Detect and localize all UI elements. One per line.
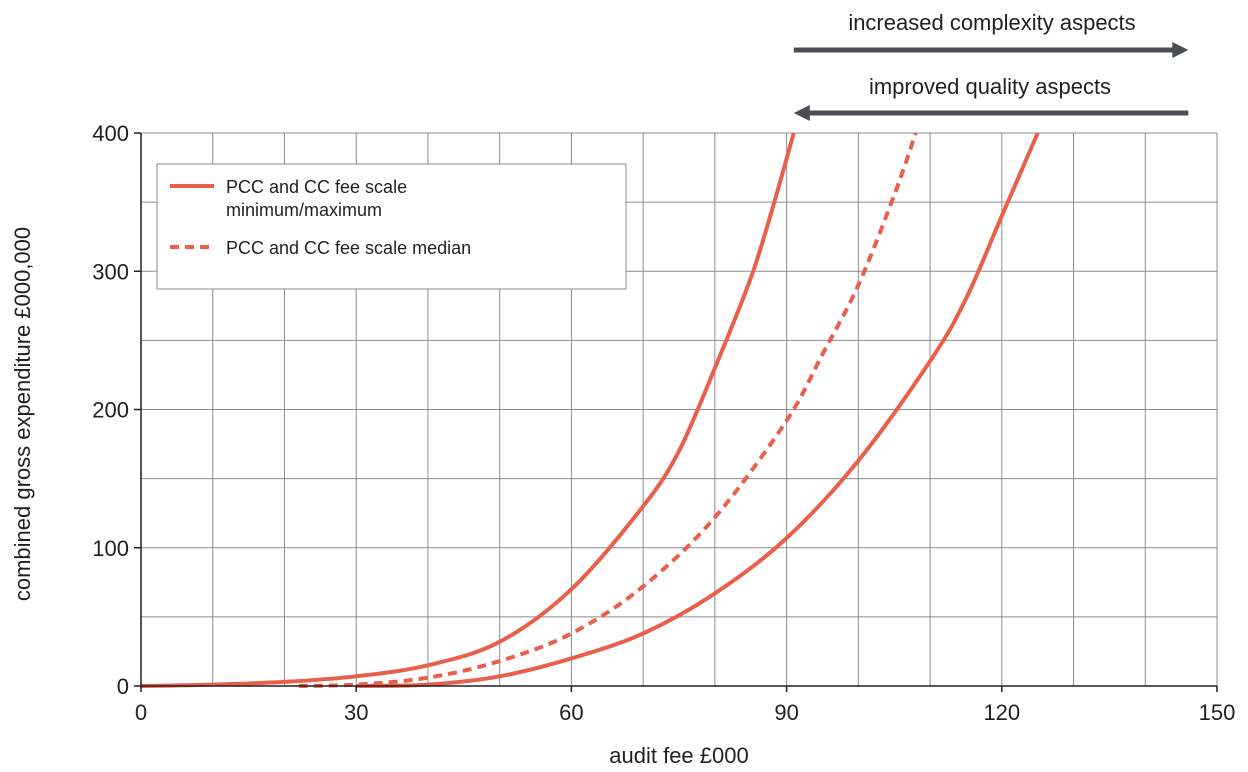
y-axis-title: combined gross expenditure £000,000: [10, 227, 35, 601]
y-tick-label: 200: [92, 398, 129, 423]
series-layer: [140, 132, 1040, 688]
legend-label-minmax-line2: minimum/maximum: [226, 200, 382, 220]
x-axis-title: audit fee £000: [609, 743, 748, 768]
y-tick-label: 300: [92, 259, 129, 284]
axis-layer: 0 30 60 90 120 150 0 100 200 300 400: [92, 121, 1235, 725]
annotations: increased complexity aspects improved qu…: [793, 10, 1189, 121]
arrow-left-head: [793, 105, 810, 121]
x-tick-label: 120: [983, 700, 1020, 725]
legend-label-minmax-line1: PCC and CC fee scale: [226, 177, 407, 197]
y-tick-label: 100: [92, 536, 129, 561]
x-tick-label: 60: [559, 700, 583, 725]
series-line-median: [298, 132, 918, 688]
legend-label-median: PCC and CC fee scale median: [226, 238, 471, 258]
y-tick-label: 400: [92, 121, 129, 146]
annotation-quality-label: improved quality aspects: [869, 74, 1111, 99]
series-line-minimum: [356, 132, 1040, 688]
y-tick-label: 0: [117, 674, 129, 699]
x-tick-label: 150: [1199, 700, 1236, 725]
annotation-complexity-label: increased complexity aspects: [848, 10, 1135, 35]
series-line-maximum: [140, 132, 796, 688]
x-tick-label: 90: [774, 700, 798, 725]
x-tick-label: 0: [135, 700, 147, 725]
arrow-right-head: [1172, 42, 1189, 58]
legend-box: [156, 163, 627, 290]
legend: PCC and CC fee scale minimum/maximum PCC…: [156, 163, 627, 290]
x-tick-label: 30: [344, 700, 368, 725]
